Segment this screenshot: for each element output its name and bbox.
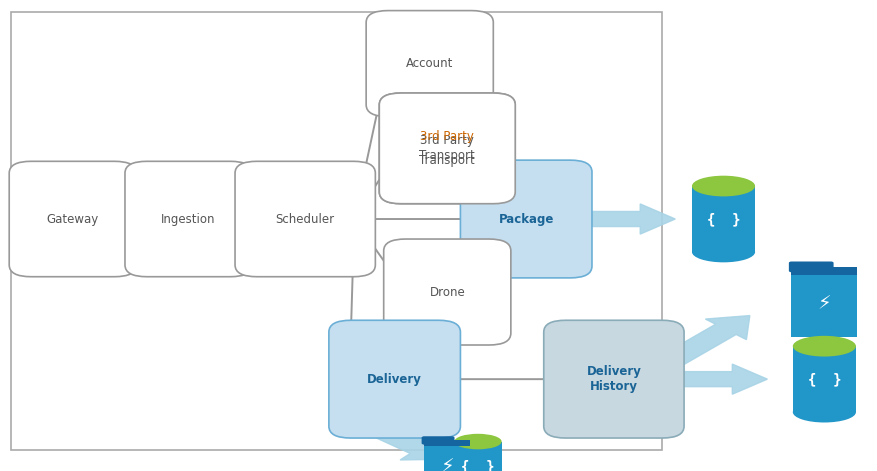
FancyBboxPatch shape [10,161,137,277]
Text: Gateway: Gateway [46,212,99,226]
Text: Account: Account [406,57,453,70]
FancyBboxPatch shape [422,436,454,445]
FancyBboxPatch shape [424,443,470,471]
FancyBboxPatch shape [235,161,375,277]
Ellipse shape [793,402,856,422]
FancyBboxPatch shape [384,239,510,345]
FancyBboxPatch shape [11,12,662,450]
Bar [454,442,502,471]
Text: {  }: { } [707,212,740,226]
Bar [793,346,856,412]
Text: {  }: { } [461,459,495,471]
Text: Scheduler: Scheduler [275,212,335,226]
Bar [791,267,857,275]
FancyArrow shape [572,204,675,234]
Text: {  }: { } [808,372,841,386]
Bar [692,186,755,252]
Bar [424,440,470,446]
Ellipse shape [692,176,755,196]
Ellipse shape [454,434,502,449]
FancyArrow shape [367,421,447,460]
Text: 3rd Party: 3rd Party [420,130,474,143]
Text: Delivery
History: Delivery History [587,365,641,393]
Text: Delivery: Delivery [367,373,422,386]
Text: ⚡: ⚡ [817,294,831,313]
FancyBboxPatch shape [789,261,833,272]
Ellipse shape [692,242,755,262]
FancyBboxPatch shape [125,161,253,277]
FancyBboxPatch shape [791,271,857,337]
FancyBboxPatch shape [329,320,460,438]
Text: Transport: Transport [419,154,475,167]
FancyBboxPatch shape [460,160,592,278]
FancyBboxPatch shape [367,11,493,117]
FancyArrow shape [664,364,767,394]
FancyBboxPatch shape [380,93,516,203]
FancyArrow shape [653,316,750,370]
FancyBboxPatch shape [380,93,516,203]
Ellipse shape [793,336,856,357]
Text: Ingestion: Ingestion [161,212,216,226]
Text: Package: Package [498,212,554,226]
Text: ⚡: ⚡ [440,457,454,471]
Text: Drone: Drone [430,285,465,299]
Text: 3rd Party
Transport: 3rd Party Transport [419,134,475,162]
FancyBboxPatch shape [544,320,684,438]
